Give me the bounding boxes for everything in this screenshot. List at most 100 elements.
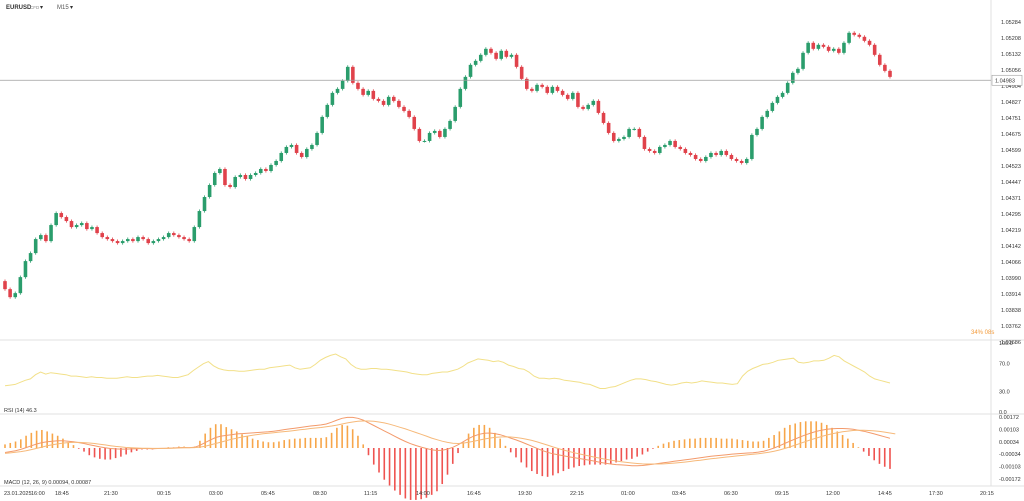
candle-body[interactable] bbox=[90, 227, 94, 230]
candle-body[interactable] bbox=[601, 112, 606, 123]
candle-body[interactable] bbox=[658, 146, 662, 153]
candle-body[interactable] bbox=[831, 48, 836, 51]
candle-body[interactable] bbox=[23, 261, 28, 278]
candle-body[interactable] bbox=[412, 116, 417, 129]
candle-body[interactable] bbox=[356, 82, 360, 89]
candle-body[interactable] bbox=[816, 44, 821, 49]
candle-body[interactable] bbox=[535, 84, 539, 91]
candle-body[interactable] bbox=[397, 100, 401, 107]
candle-body[interactable] bbox=[519, 66, 524, 79]
candle-body[interactable] bbox=[448, 120, 452, 129]
candle-body[interactable] bbox=[576, 92, 580, 107]
candle-body[interactable] bbox=[852, 32, 856, 35]
candle-body[interactable] bbox=[514, 54, 519, 67]
candle-body[interactable] bbox=[837, 48, 841, 53]
candle-body[interactable] bbox=[284, 146, 289, 153]
candle-body[interactable] bbox=[704, 156, 708, 161]
candle-body[interactable] bbox=[484, 48, 488, 55]
candle-body[interactable] bbox=[105, 237, 110, 240]
candle-body[interactable] bbox=[182, 237, 186, 240]
candle-body[interactable] bbox=[877, 54, 882, 65]
candle-body[interactable] bbox=[591, 100, 596, 105]
timeframe-dropdown-icon[interactable]: ▾ bbox=[70, 5, 74, 11]
candle-body[interactable] bbox=[499, 50, 504, 59]
candle-body[interactable] bbox=[663, 144, 667, 147]
candle-body[interactable] bbox=[724, 150, 729, 155]
candle-body[interactable] bbox=[305, 148, 309, 157]
candle-body[interactable] bbox=[136, 237, 140, 242]
candle-body[interactable] bbox=[192, 227, 197, 242]
candle-body[interactable] bbox=[862, 36, 867, 41]
candle-body[interactable] bbox=[842, 42, 846, 53]
candle-body[interactable] bbox=[755, 128, 759, 135]
candle-body[interactable] bbox=[857, 34, 862, 37]
candle-body[interactable] bbox=[279, 152, 284, 161]
candle-body[interactable] bbox=[243, 174, 248, 179]
candle-body[interactable] bbox=[218, 168, 222, 173]
candle-body[interactable] bbox=[253, 172, 258, 175]
candle-body[interactable] bbox=[361, 88, 365, 95]
candle-body[interactable] bbox=[652, 150, 657, 153]
candle-body[interactable] bbox=[668, 140, 672, 145]
candle-body[interactable] bbox=[141, 237, 145, 240]
candle-body[interactable] bbox=[760, 116, 764, 129]
candle-body[interactable] bbox=[13, 293, 18, 298]
candle-body[interactable] bbox=[698, 158, 703, 161]
symbol-label[interactable]: EURUSD bbox=[6, 5, 32, 11]
candle-body[interactable] bbox=[678, 146, 683, 149]
candle-body[interactable] bbox=[565, 94, 570, 99]
candle-body[interactable] bbox=[801, 52, 805, 69]
candle-body[interactable] bbox=[530, 88, 534, 91]
candle-body[interactable] bbox=[120, 241, 125, 244]
candle-body[interactable] bbox=[345, 66, 350, 81]
candle-body[interactable] bbox=[371, 90, 376, 99]
timeframe-label[interactable]: M15 bbox=[57, 5, 69, 11]
candle-body[interactable] bbox=[494, 52, 498, 59]
candle-body[interactable] bbox=[18, 277, 23, 294]
candle-body[interactable] bbox=[683, 148, 688, 153]
candle-body[interactable] bbox=[366, 90, 370, 95]
candle-body[interactable] bbox=[611, 132, 616, 141]
candle-body[interactable] bbox=[867, 40, 872, 45]
candle-body[interactable] bbox=[299, 152, 304, 157]
candle-body[interactable] bbox=[791, 72, 795, 83]
candle-body[interactable] bbox=[223, 168, 227, 186]
candle-body[interactable] bbox=[883, 64, 887, 71]
candle-body[interactable] bbox=[458, 88, 463, 107]
candle-body[interactable] bbox=[69, 221, 74, 228]
candle-body[interactable] bbox=[315, 132, 319, 145]
candle-body[interactable] bbox=[289, 144, 294, 147]
candle-body[interactable] bbox=[550, 86, 555, 93]
candle-body[interactable] bbox=[320, 116, 324, 133]
candle-body[interactable] bbox=[197, 211, 202, 228]
candle-body[interactable] bbox=[59, 213, 64, 218]
candle-body[interactable] bbox=[79, 223, 84, 226]
candle-body[interactable] bbox=[744, 158, 749, 163]
candle-body[interactable] bbox=[238, 174, 243, 177]
candle-body[interactable] bbox=[780, 92, 785, 97]
candle-body[interactable] bbox=[596, 100, 601, 113]
candle-body[interactable] bbox=[264, 168, 268, 171]
candle-body[interactable] bbox=[228, 185, 232, 188]
candle-body[interactable] bbox=[806, 42, 810, 53]
candle-body[interactable] bbox=[453, 106, 457, 121]
candle-body[interactable] bbox=[258, 168, 263, 173]
candle-body[interactable] bbox=[3, 281, 7, 290]
candle-body[interactable] bbox=[739, 160, 744, 163]
candle-body[interactable] bbox=[407, 110, 411, 117]
candle-body[interactable] bbox=[729, 154, 734, 159]
candle-body[interactable] bbox=[693, 154, 698, 159]
candle-body[interactable] bbox=[473, 60, 478, 65]
candle-body[interactable] bbox=[340, 80, 345, 89]
candle-body[interactable] bbox=[161, 237, 166, 240]
candle-body[interactable] bbox=[402, 106, 406, 111]
candle-body[interactable] bbox=[586, 104, 590, 109]
candle-body[interactable] bbox=[796, 68, 800, 73]
candle-body[interactable] bbox=[478, 54, 483, 61]
candle-body[interactable] bbox=[688, 152, 693, 155]
candle-body[interactable] bbox=[463, 76, 468, 89]
candle-body[interactable] bbox=[335, 88, 340, 93]
candle-body[interactable] bbox=[427, 132, 432, 141]
candle-body[interactable] bbox=[54, 213, 58, 226]
